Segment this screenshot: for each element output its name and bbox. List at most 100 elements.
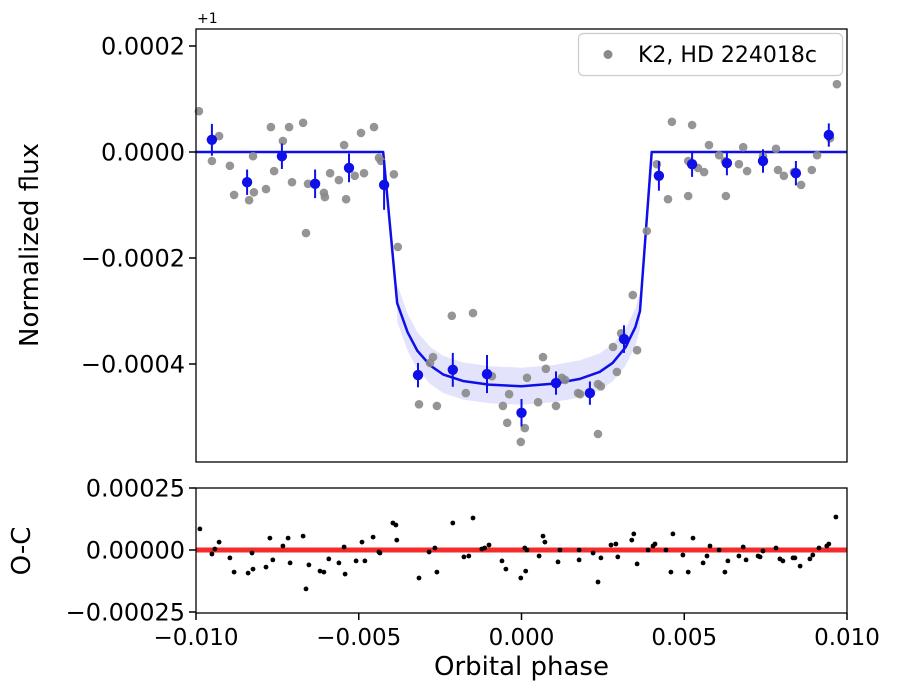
residual-point: [470, 515, 476, 521]
flux-point: [796, 180, 806, 190]
top-axes-frame: [195, 28, 848, 463]
residual-point: [306, 562, 312, 568]
flux-point: [389, 170, 399, 179]
x-tick-label: −0.005: [316, 625, 401, 651]
residual-point: [540, 533, 546, 539]
flux-point: [608, 342, 618, 352]
x-tick-label: 0.000: [489, 625, 555, 651]
flux-point: [522, 373, 532, 383]
x-tick-label: 0.005: [651, 625, 717, 651]
flux-point: [214, 131, 224, 141]
residual-point: [216, 539, 222, 545]
flux-point: [225, 161, 235, 171]
residual-point: [536, 553, 542, 559]
binned-flux-point: [790, 168, 802, 179]
binned-flux-point: [309, 178, 321, 189]
flux-point: [699, 167, 709, 177]
residual-point: [300, 533, 306, 539]
flux-point: [339, 140, 349, 150]
residual-point: [362, 558, 368, 564]
residual-point: [466, 553, 472, 559]
residual-point: [760, 548, 766, 554]
top-y-axis-label: Normalized flux: [15, 143, 45, 347]
residual-point: [450, 520, 456, 526]
top-y-axis-ticks: 0.0002 0.0000 −0.0002 −0.0004: [81, 33, 196, 379]
residual-point: [263, 564, 269, 570]
residual-point: [700, 560, 706, 566]
flux-point: [734, 159, 744, 169]
legend-label: K2, HD 224018c: [638, 43, 817, 68]
flux-point: [541, 364, 551, 374]
flux-point: [269, 166, 279, 176]
flux-point: [533, 397, 543, 407]
binned-flux-point: [343, 162, 355, 174]
binned-flux-point: [721, 157, 733, 169]
residual-point: [645, 547, 651, 553]
residual-point: [270, 557, 276, 563]
bottom-y-axis-ticks: 0.00025 0.00000 −0.00025: [66, 475, 196, 627]
residual-point: [652, 541, 658, 547]
legend: K2, HD 224018c: [577, 32, 844, 77]
flux-point: [738, 142, 748, 152]
binned-flux-point: [516, 407, 527, 418]
residual-point: [668, 569, 674, 575]
binned-flux-point: [276, 151, 288, 162]
residual-point: [833, 514, 839, 520]
residual-point: [743, 557, 749, 563]
residual-point: [816, 545, 822, 551]
flux-point: [642, 226, 652, 236]
residual-point: [634, 561, 640, 567]
y-tick-label: 0.00000: [86, 537, 185, 565]
top-panel-data: [194, 79, 847, 447]
flux-point: [683, 191, 693, 201]
binned-flux-point: [757, 155, 769, 167]
x-tick-label: 0.010: [814, 625, 880, 651]
residual-point: [394, 537, 400, 543]
flux-point: [632, 345, 642, 355]
residual-point: [432, 545, 438, 551]
transit-model-line: [196, 150, 847, 388]
residual-point: [461, 554, 467, 560]
residual-point: [341, 544, 347, 550]
residual-point: [212, 546, 218, 552]
flux-point: [376, 156, 386, 166]
y-tick-label: 0.0000: [101, 139, 185, 167]
flux-point: [807, 165, 817, 175]
flux-point: [652, 159, 662, 169]
residual-point: [757, 554, 763, 560]
flux-point: [468, 308, 478, 318]
residual-point: [725, 558, 731, 564]
residual-point: [359, 539, 365, 545]
y-tick-label: −0.0004: [81, 351, 185, 379]
flux-point: [502, 418, 512, 428]
residual-point: [393, 522, 399, 528]
flux-point: [320, 192, 330, 202]
binned-flux-point: [412, 369, 424, 381]
residual-point: [250, 566, 256, 572]
flux-point: [773, 165, 783, 175]
flux-point: [704, 140, 714, 150]
residual-point: [557, 547, 563, 553]
residual-point: [285, 535, 291, 541]
residual-point: [524, 547, 530, 553]
x-tick-label: −0.010: [153, 625, 238, 651]
residual-point: [377, 550, 383, 556]
flux-point: [350, 171, 360, 181]
residual-point: [317, 568, 323, 574]
flux-point: [325, 168, 335, 178]
flux-point: [498, 401, 508, 411]
flux-point: [261, 184, 271, 194]
flux-point: [287, 177, 297, 187]
flux-point: [428, 352, 438, 362]
residual-point: [690, 535, 696, 541]
residual-point: [680, 552, 686, 558]
flux-point: [266, 122, 276, 132]
residual-point: [482, 545, 488, 551]
y-tick-label: −0.0002: [81, 245, 185, 273]
binned-flux-point: [823, 129, 834, 141]
residual-point: [595, 579, 601, 585]
residual-point: [629, 537, 635, 543]
residual-point: [197, 526, 203, 532]
residual-point: [370, 534, 376, 540]
flux-point: [244, 195, 254, 205]
